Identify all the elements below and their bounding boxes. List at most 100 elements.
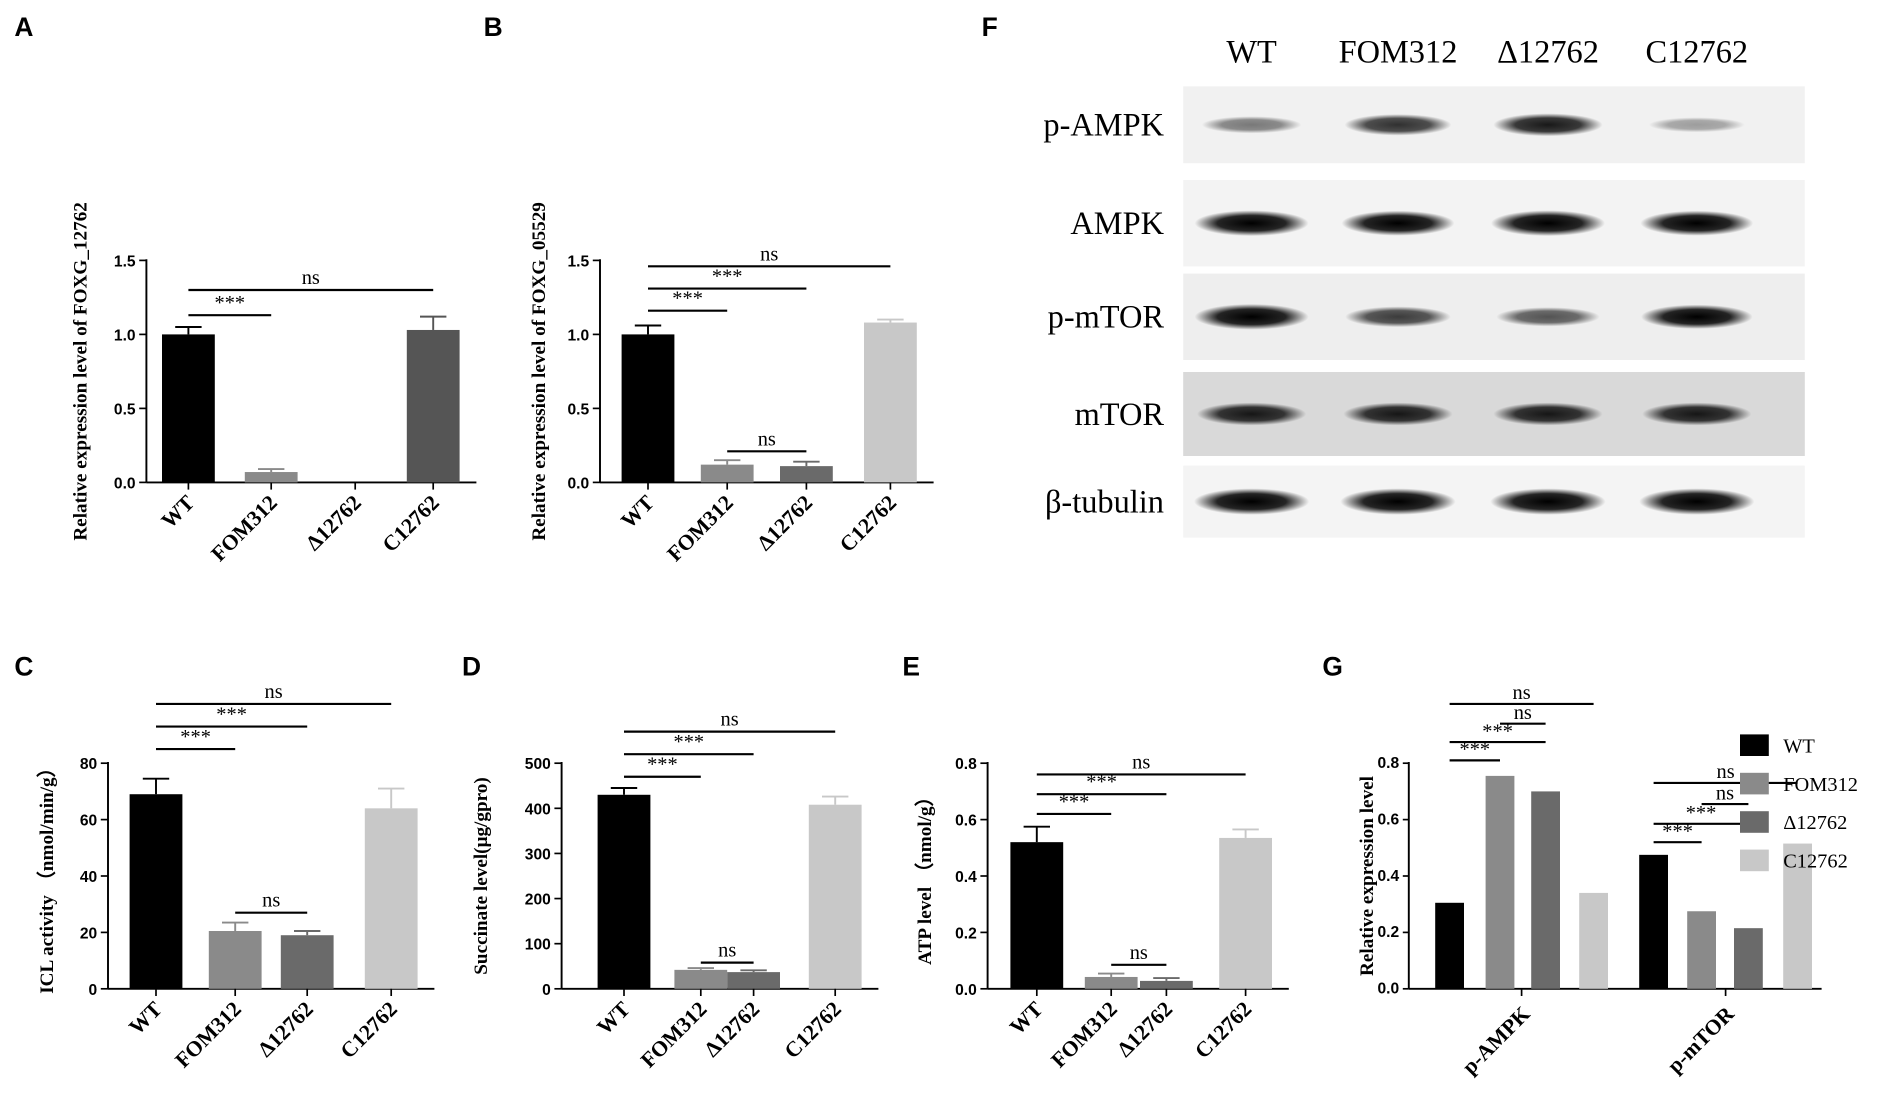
chart-d-bar-c12762 [808,804,862,989]
chart-g-bar-p-ampk-12762 [1531,791,1561,989]
blot-band-mtor-wt [1197,402,1307,426]
chart-b-xtick-label-12762: Δ12762 [752,491,817,556]
chart-b-xtick-label-c12762: C12762 [835,491,901,557]
chart-e-significance-label: *** [1086,771,1117,793]
chart-d-y-axis-label: Succinate level(μg/gpro) [471,777,492,975]
panel-letter-e: E [902,651,921,682]
chart-d-bar-wt [597,794,651,989]
chart-e-ytick-label: 0.0 [955,982,977,999]
chart-g-legend-swatch-c12762 [1740,849,1769,872]
chart-g-legend-label-12762: Δ12762 [1783,812,1847,834]
chart-e-bar-12762 [1140,980,1193,989]
chart-c-bar-c12762 [364,808,418,989]
chart-b-significance-label: ns [758,428,776,450]
chart-b-ytick-label: 1.0 [568,327,590,344]
blot-band-p-mtor-fom312 [1345,306,1451,328]
blot-band-p-mtor-wt [1194,303,1309,330]
panel-letter-d: D [462,651,482,682]
chart-d-xtick-label-wt: WT [592,997,635,1040]
blot-row-label-ampk: AMPK [1070,206,1164,242]
blot-band-tubulin-fom312 [1340,488,1456,515]
blot-row-label-mtor: mTOR [1075,397,1165,433]
chart-b: 0.0 0.5 1.0 1.5 Relative expression level of… [529,202,934,566]
chart-b-bar-c12762 [864,322,917,483]
chart-g-legend-swatch-12762 [1740,811,1769,833]
chart-g-ytick-label: 0.4 [1378,868,1400,885]
chart-e-ytick-label: 0.8 [955,756,977,773]
western-blot-f: WT FOM312 Δ12762 C12762 p-AMPK AMPK p-mTOR mTOR… [1043,34,1805,538]
chart-g-ytick-label: 0.2 [1378,924,1400,941]
chart-d-ytick-label: 500 [525,756,551,773]
chart-d-ytick-label: 400 [525,801,551,818]
chart-c-xtick-label-fom312: FOM312 [170,997,245,1072]
chart-e-significance-label: ns [1132,751,1150,773]
chart-g-bar-p-mtor-wt [1639,854,1669,989]
chart-e-ytick-label: 0.4 [955,869,977,886]
blot-band-p-ampk-fom312 [1344,114,1452,136]
chart-c-significance-label: ns [265,681,283,703]
chart-c-bar-fom312 [208,930,262,989]
chart-c-ytick-label: 60 [80,813,98,830]
chart-g-legend-label-fom312: FOM312 [1783,774,1858,796]
chart-d-significance-label: ns [718,940,736,962]
chart-g-significance-label: ns [1717,761,1735,783]
chart-g-legend-swatch-wt [1740,734,1769,756]
blot-band-mtor-c12762 [1642,402,1752,426]
chart-e-ytick-label: 0.2 [955,925,977,942]
chart-b-ytick-label: 1.5 [568,253,590,270]
chart-d-bar-12762 [727,972,781,989]
chart-g-bar-p-ampk-fom312 [1485,775,1515,989]
blot-band-p-mtor-12762 [1496,307,1600,327]
chart-g-ytick-label: 0.8 [1378,755,1400,772]
chart-g-bar-p-mtor-12762 [1734,928,1763,989]
chart-d-significance-label: *** [674,731,705,753]
chart-c-ytick-label: 20 [80,925,98,942]
chart-e-y-axis-label: ATP level （nmol/g） [913,787,936,965]
panel-letter-g: G [1322,651,1343,682]
chart-a-significance-label: *** [215,292,246,314]
chart-e-bar-wt [1010,842,1064,989]
blot-row-label-tubulin: β-tubulin [1045,484,1164,520]
chart-c-ytick-label: 40 [80,869,98,886]
chart-c-y-axis-label: ICL activity （nmol/min/g） [35,758,58,994]
chart-g-ytick-label: 0.6 [1378,811,1400,828]
chart-a-ytick-label: 1.0 [114,327,136,344]
chart-a-significance-label: ns [302,267,320,289]
chart-a-xtick-label-fom312: FOM312 [206,491,281,566]
blot-band-tubulin-wt [1194,488,1310,515]
blot-column-label-c12762: C12762 [1646,34,1749,70]
panel-letter-b: B [483,12,503,42]
chart-b-xtick-label-wt: WT [616,490,659,533]
chart-b-bar-fom312 [700,464,754,483]
chart-g-legend-label-c12762: C12762 [1783,851,1848,873]
chart-g-legend-label-wt: WT [1783,735,1815,757]
chart-b-y-axis-label: Relative expression level of FOXG_05529 [529,202,550,541]
chart-e-xtick-label-c12762: C12762 [1190,997,1256,1063]
blot-band-tubulin-12762 [1490,488,1606,515]
blot-column-label-fom312: FOM312 [1339,34,1458,70]
chart-b-significance-label: ns [760,243,778,265]
chart-g-bar-p-mtor-c12762 [1783,843,1813,989]
chart-e-bar-fom312 [1084,976,1138,989]
blot-band-ampk-c12762 [1640,210,1754,236]
chart-c-xtick-label-wt: WT [124,997,167,1040]
chart-d-xtick-label-c12762: C12762 [780,997,846,1063]
chart-a-xtick-label-wt: WT [157,490,200,533]
chart-c-significance-label: ns [262,890,280,912]
chart-g-significance-label: *** [1460,739,1491,761]
chart-b-ytick-label: 0.5 [568,401,590,418]
chart-e-xtick-label-wt: WT [1005,997,1048,1040]
chart-c: 0 20 40 60 80 ICL activity （nmol/min/g） WT FOM3… [35,681,435,1072]
chart-g-xtick-label-p-ampk: p-AMPK [1458,1002,1535,1079]
blot-band-ampk-12762 [1491,210,1606,237]
blot-band-tubulin-c12762 [1639,488,1755,515]
chart-g-bar-p-mtor-fom312 [1687,911,1717,989]
blot-band-ampk-wt [1194,210,1309,237]
chart-b-ytick-label: 0.0 [568,475,590,492]
panel-letter-a: A [14,12,34,42]
chart-a-xtick-label-12762: Δ12762 [301,491,366,556]
blot-band-p-ampk-wt [1201,116,1302,134]
chart-d-xtick-label-fom312: FOM312 [636,997,711,1072]
chart-a-ytick-label: 0.5 [114,401,136,418]
